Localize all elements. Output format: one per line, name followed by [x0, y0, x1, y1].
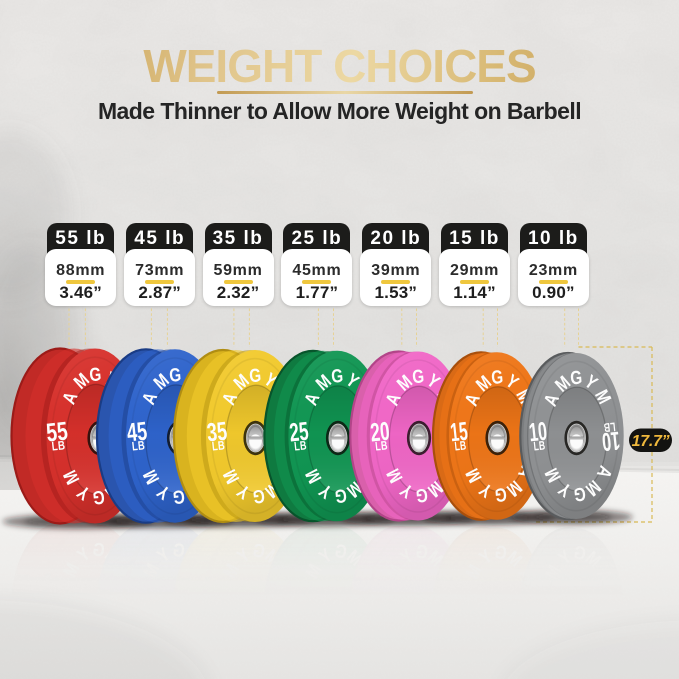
- svg-text:55: 55: [45, 416, 70, 448]
- svg-text:35: 35: [205, 416, 228, 447]
- svg-text:15: 15: [449, 417, 469, 448]
- svg-text:20: 20: [369, 416, 391, 447]
- svg-text:G: G: [168, 363, 182, 386]
- svg-text:G: G: [88, 363, 102, 386]
- svg-text:LB: LB: [131, 439, 146, 454]
- svg-text:45: 45: [125, 416, 148, 447]
- svg-text:G: G: [573, 483, 587, 506]
- svg-text:G: G: [92, 486, 106, 509]
- svg-text:G: G: [569, 366, 583, 389]
- svg-text:10: 10: [527, 416, 548, 448]
- svg-text:LB: LB: [211, 439, 226, 454]
- svg-text:G: G: [334, 485, 348, 508]
- svg-text:LB: LB: [294, 439, 308, 454]
- svg-text:G: G: [415, 484, 429, 507]
- svg-text:G: G: [248, 364, 262, 387]
- svg-text:LB: LB: [603, 419, 616, 434]
- svg-text:17.7”: 17.7”: [632, 433, 670, 450]
- svg-text:LB: LB: [375, 439, 389, 454]
- svg-text:10: 10: [601, 426, 622, 458]
- svg-text:G: G: [411, 365, 425, 388]
- svg-text:G: G: [252, 485, 266, 508]
- svg-text:LB: LB: [533, 439, 546, 454]
- svg-text:LB: LB: [454, 439, 467, 454]
- svg-text:LB: LB: [51, 439, 66, 454]
- svg-text:25: 25: [288, 416, 310, 447]
- svg-text:G: G: [494, 484, 508, 507]
- svg-text:G: G: [490, 365, 504, 388]
- svg-text:G: G: [330, 364, 344, 387]
- svg-text:G: G: [172, 486, 186, 509]
